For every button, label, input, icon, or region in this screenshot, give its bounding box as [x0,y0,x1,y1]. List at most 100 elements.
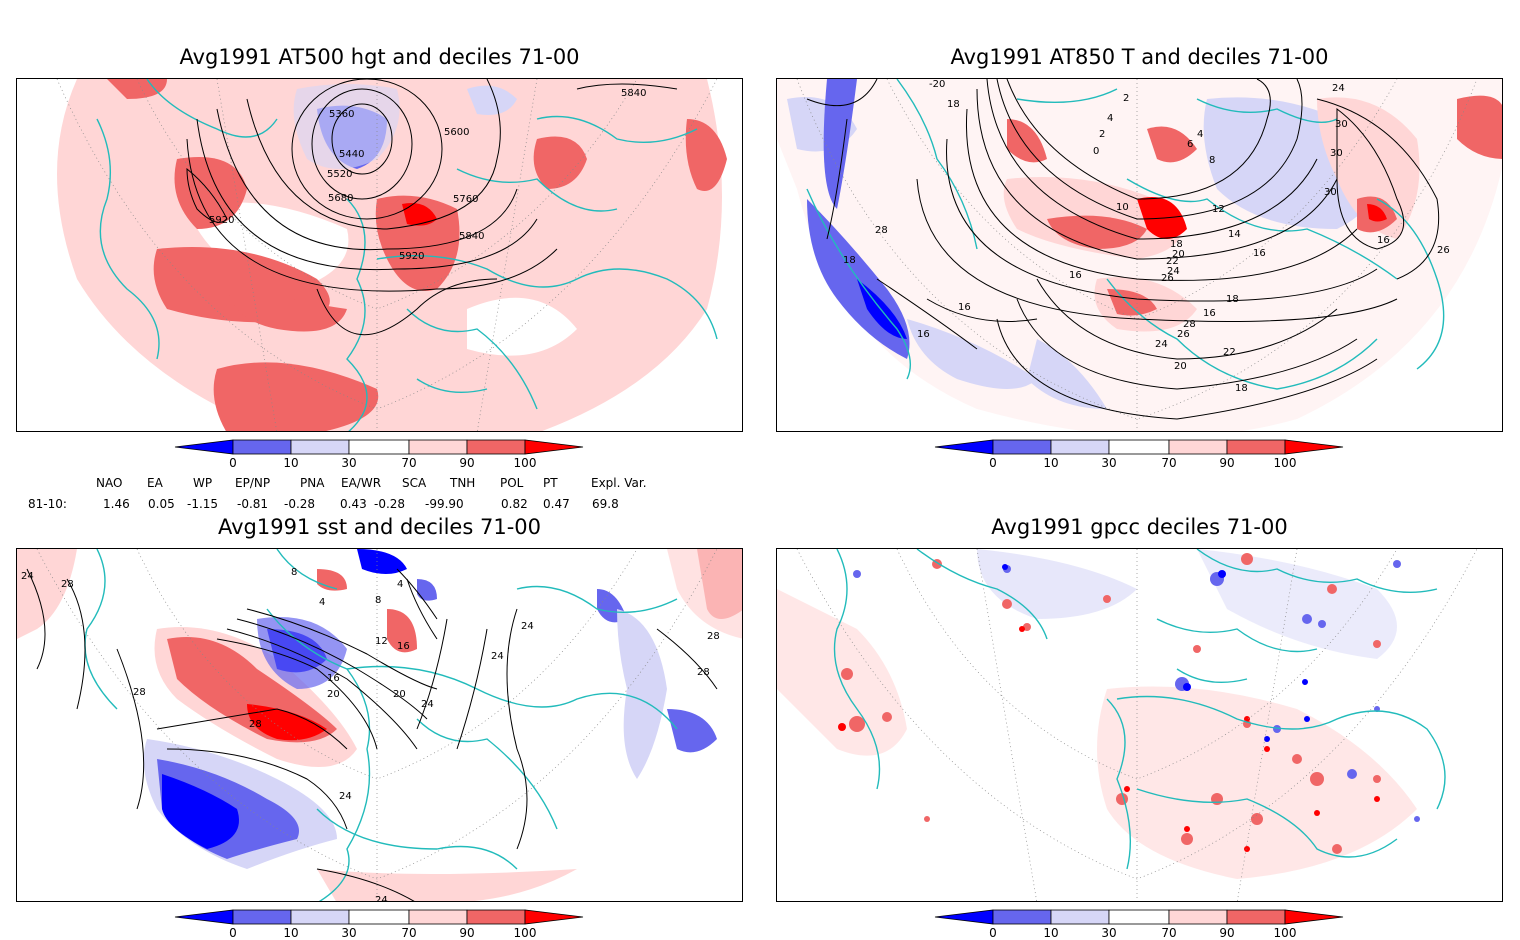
contour-label: 24 [521,621,534,632]
index-row-label: 81-10: [28,497,67,511]
contour-label: 28 [875,225,888,236]
contour-label: 22 [1223,347,1236,358]
contour-label: 24 [1332,83,1345,94]
contour-label: 5920 [399,251,424,262]
contour-label: 18 [843,255,856,266]
index-header: TNH [450,476,476,490]
index-value: -1.15 [187,497,219,511]
contour-label: 16 [917,329,930,340]
bl-contour-labels: 24 28 28 28 8 4 4 8 12 16 16 20 20 24 28… [21,567,720,902]
contour-label: 26 [1177,329,1190,340]
contour-label: 4 [319,597,325,608]
colorbar-tick-label: 70 [1161,926,1177,940]
contour-label: 12 [375,636,388,647]
contour-label: 0 [1093,146,1099,157]
colorbar-tick-label: 100 [513,456,537,470]
index-value: -0.28 [374,497,406,511]
colorbar-tick-label: 0 [989,926,997,940]
index-value: 0.82 [501,497,528,511]
contour-label: 28 [1183,319,1196,330]
title-bottom-right: Avg1991 gpcc deciles 71-00 [991,515,1288,539]
contour-label: 16 [1069,270,1082,281]
contour-label: 16 [1377,235,1390,246]
contour-label: 12 [1212,204,1225,215]
colorbar-segment [934,439,994,455]
contour-label: 18 [1226,294,1239,305]
colorbar-segment [232,909,292,925]
colorbar-tick-label: 70 [1161,456,1177,470]
contour-label: 24 [421,699,434,710]
map-500hpa-height: 5360 5440 5520 5600 5680 5760 5840 5920 … [16,78,743,432]
contour-label: 6 [1187,139,1193,150]
colorbar-segment [408,439,468,455]
colorbar-segment [934,909,994,925]
contour-label: 24 [375,895,388,902]
index-header: Expl. Var. [591,476,647,490]
contour-label: 16 [1253,248,1266,259]
map-gpcc-precipitation [776,548,1503,902]
colorbar-tick-label: 30 [341,926,357,940]
contour-label: 16 [397,641,410,652]
index-value: -0.28 [284,497,316,511]
colorbar-segment [1284,439,1344,455]
contour-label: 5520 [327,169,352,180]
colorbar-segment [1168,439,1228,455]
contour-label: 5840 [621,88,646,99]
colorbar-tick-label: 70 [401,926,417,940]
colorbar-tick-label: 90 [1219,926,1235,940]
contour-label: 2 [1099,129,1105,140]
colorbar-tick-label: 10 [1043,926,1059,940]
colorbar-tick-label: 30 [1101,456,1117,470]
contour-label: 20 [1172,249,1185,260]
contour-label: 4 [1197,129,1203,140]
contour-label: 16 [327,673,340,684]
index-header: NAO [96,476,123,490]
colorbar-segment [290,909,350,925]
index-value: 0.43 [340,497,367,511]
map-sst: 24 28 28 28 8 4 4 8 12 16 16 20 20 24 28… [16,548,743,902]
colorbar-segment [1226,439,1286,455]
index-header: WP [193,476,213,490]
contour-label: 5600 [444,127,469,138]
index-header: POL [500,476,524,490]
contour-label: 8 [375,595,381,606]
index-value: -99.90 [425,497,464,511]
contour-label: 18 [1170,239,1183,250]
colorbar-bottom-left [174,909,584,925]
colorbar-segment [408,909,468,925]
contour-label: 20 [327,689,340,700]
contour-label: 26 [1437,245,1450,256]
colorbar-tick-label: 70 [401,456,417,470]
contour-label: 5680 [328,193,353,204]
colorbar-tick-label: 100 [513,926,537,940]
colorbar-top-right [934,439,1344,455]
colorbar-bottom-right [934,909,1344,925]
contour-label: 24 [1167,266,1180,277]
index-value: 1.46 [103,497,130,511]
colorbar-segment [992,909,1052,925]
index-value: -0.81 [237,497,269,511]
contour-label: 2 [1123,93,1129,104]
contour-label: 30 [1335,119,1348,130]
index-header: PNA [300,476,325,490]
index-value: 0.47 [543,497,570,511]
index-header: EA/WR [341,476,382,490]
contour-label: 28 [133,687,146,698]
title-top-right: Avg1991 AT850 T and deciles 71-00 [950,45,1329,69]
contour-label: 28 [707,631,720,642]
index-value: 69.8 [592,497,619,511]
title-top-left: Avg1991 AT500 hgt and deciles 71-00 [179,45,580,69]
contour-label: 5840 [459,231,484,242]
colorbar-tick-label: 10 [283,926,299,940]
index-value: 0.05 [148,497,175,511]
colorbar-tick-label: 100 [1273,926,1297,940]
colorbar-segment [466,909,526,925]
colorbar-segment [1050,439,1110,455]
contour-label: 26 [1161,273,1174,284]
colorbar-segment [524,439,584,455]
colorbar-tick-label: 30 [341,456,357,470]
colorbar-segment [1108,439,1170,455]
colorbar-segment [1226,909,1286,925]
colorbar-segment [174,439,234,455]
colorbar-tick-label: 0 [989,456,997,470]
